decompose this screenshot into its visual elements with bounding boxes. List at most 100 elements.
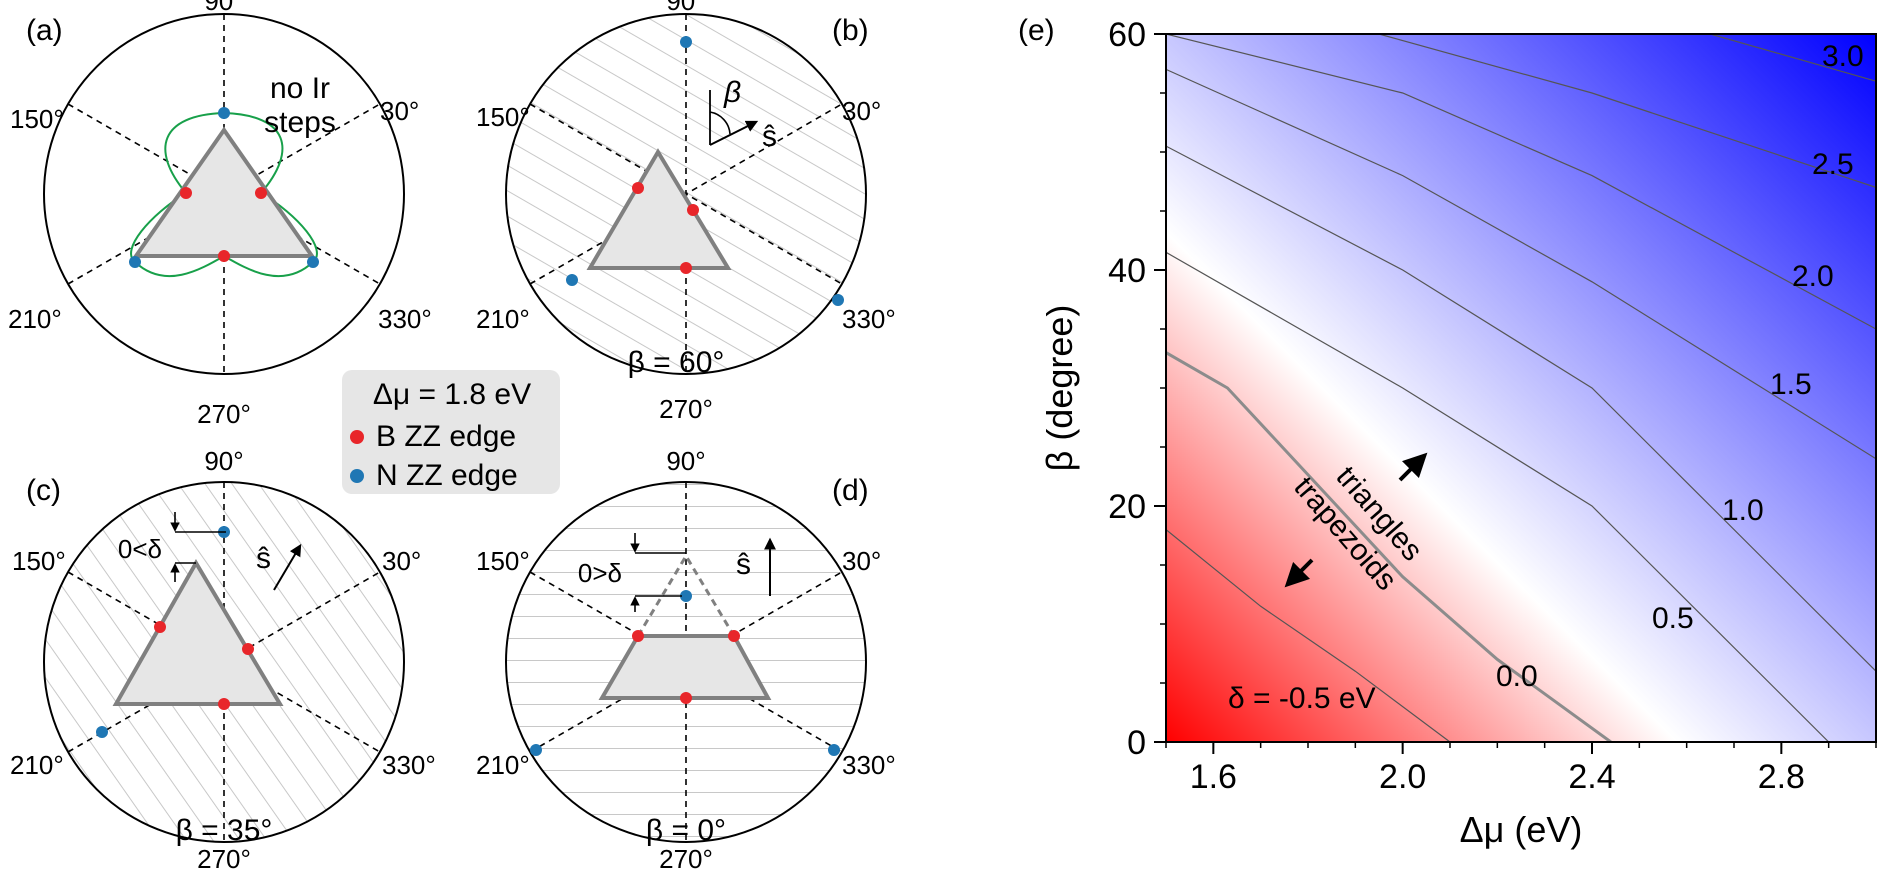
- beta-value: β = 0°: [646, 814, 726, 847]
- x-axis-title: Δμ (eV): [1460, 809, 1583, 850]
- triangle: [112, 559, 284, 706]
- angle-label-270: 270°: [659, 394, 713, 424]
- n-edge-point: [129, 256, 141, 268]
- n-edge-point: [832, 294, 844, 306]
- angle-label-210: 210°: [10, 750, 64, 780]
- triangle: [132, 126, 316, 258]
- x-tick-label: 2.0: [1379, 758, 1426, 796]
- legend-n-marker: [350, 469, 364, 483]
- contour-label-1.5: 1.5: [1770, 368, 1812, 401]
- delta-label: 0<δ: [118, 534, 162, 564]
- angle-label-90: 90°: [204, 446, 243, 476]
- contour-2.5: [1378, 34, 1876, 188]
- x-tick-label: 2.4: [1568, 758, 1615, 796]
- angle-label-150: 150°: [476, 102, 530, 132]
- beta-value: β = 35°: [176, 814, 273, 847]
- legend-n-label: N ZZ edge: [376, 459, 518, 492]
- contour-2.0: [1166, 34, 1876, 330]
- angle-label-210: 210°: [8, 304, 62, 334]
- b-edge-point: [218, 250, 230, 262]
- n-edge-point: [566, 274, 578, 286]
- panel-b: (b) β ŝ 90° 30° 330° 270° 210° 150° β = …: [476, 0, 896, 424]
- panel-c-label: (c): [26, 474, 61, 507]
- angle-label-330: 330°: [842, 750, 896, 780]
- angle-label-270: 270°: [659, 844, 713, 871]
- beta-value: β = 60°: [628, 346, 725, 379]
- legend-b-marker: [350, 430, 364, 444]
- b-edge-point: [687, 204, 699, 216]
- delta-marker: [170, 512, 226, 582]
- y-tick-label: 60: [1108, 16, 1146, 54]
- b-edge-point: [728, 630, 740, 642]
- b-edge-point: [180, 187, 192, 199]
- angle-label-270: 270°: [197, 844, 251, 871]
- panel-e: (e) 1.6 2.0 2.4 2.8 0 20 40 60 δ = -0.5 eV 0.0 0…: [1018, 14, 1877, 850]
- heatmap: [1166, 34, 1876, 742]
- arrow-triangles: [1398, 452, 1428, 482]
- contour--0.5: [1166, 529, 1451, 742]
- legend-title: Δμ = 1.8 eV: [373, 378, 531, 411]
- n-edge-point: [680, 590, 692, 602]
- b-edge-point: [632, 630, 644, 642]
- panel-d: (d) 0>δ ŝ 90° 30° 330° 270° 210° 150° β …: [476, 446, 896, 871]
- contour-1.0: [1166, 145, 1876, 672]
- b-edge-point: [680, 262, 692, 274]
- n-edge-point: [307, 256, 319, 268]
- beta-symbol: β: [723, 76, 741, 109]
- trapezoid: [598, 634, 772, 700]
- b-edge-point: [255, 187, 267, 199]
- b-edge-point: [242, 643, 254, 655]
- angle-label-330: 330°: [842, 304, 896, 334]
- contour-labels: δ = -0.5 eV 0.0 0.5 1.0 1.5 2.0 2.5 3.0: [1228, 40, 1864, 715]
- y-axis-title: β (degree): [1039, 305, 1080, 472]
- contour-0.0: [1166, 351, 1612, 742]
- panel-a-label: (a): [26, 14, 63, 47]
- y-tick-label: 40: [1108, 252, 1146, 290]
- angle-label-210: 210°: [476, 750, 530, 780]
- n-edge-point: [530, 744, 542, 756]
- legend-b-label: B ZZ edge: [376, 420, 516, 453]
- angle-guides: [529, 14, 843, 374]
- b-edge-point: [154, 621, 166, 633]
- panel-c: (c) 0<δ ŝ 90° 30° 330° 270° 210° 150° β …: [10, 446, 436, 871]
- s-hat: ŝ: [736, 548, 751, 581]
- s-hat: ŝ: [256, 542, 271, 575]
- angle-label-90: 90°: [666, 446, 705, 476]
- x-tick-label: 2.8: [1758, 758, 1805, 796]
- note-steps: steps: [264, 106, 336, 139]
- s-arrow: [273, 543, 302, 591]
- y-tick-label: 0: [1127, 724, 1146, 762]
- angle-label-30: 30°: [842, 546, 881, 576]
- note-no-ir: no Ir: [270, 72, 330, 105]
- angle-label-90: 90°: [204, 0, 243, 16]
- contour-label--0.5: δ = -0.5 eV: [1228, 682, 1376, 715]
- arrow-trapezoids: [1284, 558, 1314, 588]
- contour-3.0: [1710, 34, 1876, 82]
- angle-label-90: 90°: [666, 0, 705, 16]
- delta-label: 0>δ: [578, 558, 622, 588]
- contour-label-2.5: 2.5: [1812, 148, 1854, 181]
- contour-lines: [1166, 34, 1876, 742]
- panel-b-label: (b): [832, 14, 869, 47]
- panel-d-label: (d): [832, 474, 869, 507]
- angle-label-330: 330°: [382, 750, 436, 780]
- b-edge-point: [218, 698, 230, 710]
- n-edge-point: [96, 726, 108, 738]
- legend-box: [342, 370, 560, 494]
- contour-label-0.0: 0.0: [1496, 660, 1538, 693]
- b-edge-point: [680, 692, 692, 704]
- angle-label-30: 30°: [380, 96, 419, 126]
- panel-e-label: (e): [1018, 14, 1055, 47]
- n-edge-point: [828, 744, 840, 756]
- n-edge-point: [218, 107, 230, 119]
- y-tick-label: 20: [1108, 488, 1146, 526]
- x-axis: 1.6 2.0 2.4 2.8: [1165, 742, 1877, 796]
- panel-a: (a) 90° 30° 330° 270° 210° 150° no Ir st…: [8, 0, 432, 429]
- contour-0.5: [1166, 251, 1830, 742]
- angle-label-150: 150°: [476, 546, 530, 576]
- angle-label-150: 150°: [12, 546, 66, 576]
- s-arrow: β ŝ: [709, 76, 777, 153]
- x-tick-label: 1.6: [1190, 758, 1237, 796]
- legend: Δμ = 1.8 eV B ZZ edge N ZZ edge: [342, 370, 560, 494]
